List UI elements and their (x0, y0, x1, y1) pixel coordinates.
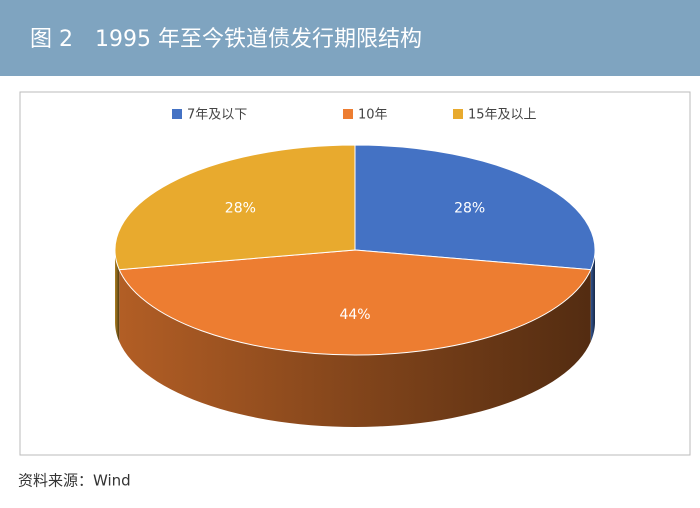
legend-label: 15年及以上 (468, 108, 537, 123)
data-label: 28% (454, 201, 485, 217)
legend-label: 10年 (358, 108, 388, 123)
slice (114, 144, 356, 271)
legend-swatch (453, 109, 463, 119)
source-note: 资料来源：Wind (18, 472, 131, 490)
slice (118, 249, 592, 356)
legend-swatch (343, 109, 353, 119)
slice (354, 144, 596, 271)
pie-chart: 28% 44% 28% 7年及以下 10年 15年及以上 (114, 108, 596, 427)
header-bar (0, 0, 700, 76)
legend-swatch (172, 109, 182, 119)
slice-side (590, 250, 595, 342)
slice-side (119, 269, 591, 427)
legend-label: 7年及以下 (187, 108, 247, 123)
figure-title: 图 2 1995 年至今铁道债发行期限结构 (30, 27, 422, 52)
slice-side (115, 250, 120, 342)
data-label: 28% (225, 201, 256, 217)
data-label: 44% (339, 307, 370, 323)
